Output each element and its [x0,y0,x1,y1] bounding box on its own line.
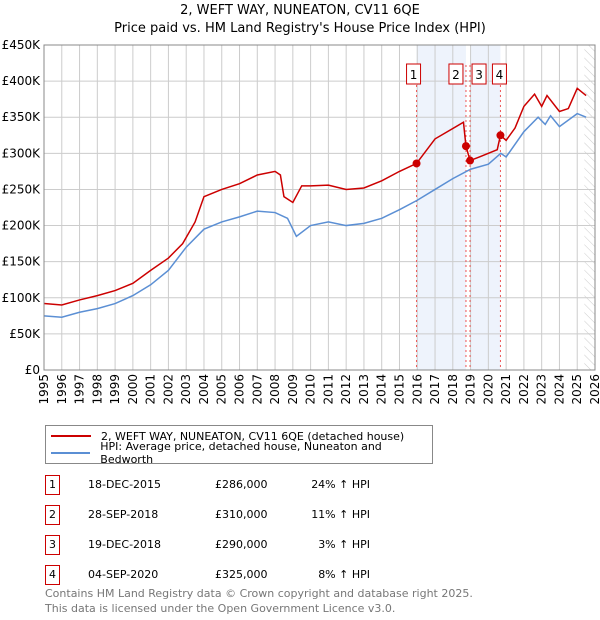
x-tick-label: 2024 [552,374,566,405]
sale-label-box [491,63,507,85]
x-tick-label: 2013 [357,374,371,405]
sale-date: 04-SEP-2020 [88,568,159,581]
x-tick-label: 2019 [464,374,478,405]
y-tick-label: £0 [25,363,40,377]
x-tick-label: 1995 [37,374,51,405]
sale-label: 3 [475,68,483,82]
legend-label: 2, WEFT WAY, NUNEATON, CV11 6QE (detache… [101,429,405,443]
x-tick-label: 2007 [250,374,264,405]
sale-label: 4 [496,68,504,82]
sale-date: 18-DEC-2015 [88,478,162,491]
x-tick-label: 2000 [126,374,140,405]
x-tick-label: 2009 [286,374,300,405]
y-tick-label: £450K [2,38,42,52]
sale-marker-box: 3 [45,535,60,555]
sale-marker-box: 2 [45,505,60,525]
x-tick-label: 2015 [392,374,406,405]
x-tick-label: 2022 [517,374,531,405]
footer-licence: This data is licensed under the Open Gov… [45,602,396,615]
sale-hpi-diff: 24% ↑ HPI [311,478,370,491]
sale-point [496,131,505,140]
x-tick-label: 2020 [481,374,495,405]
x-tick-label: 1996 [55,374,69,405]
footer-copyright: Contains HM Land Registry data © Crown c… [45,587,473,600]
x-tick-label: 2018 [446,374,460,405]
x-tick-label: 2005 [215,374,229,405]
sale-hpi-diff: 11% ↑ HPI [311,508,370,521]
series-line [44,87,587,306]
y-tick-label: £250K [2,182,42,196]
sale-marker-box: 1 [45,475,60,495]
plot-border [43,44,596,371]
sale-price: £286,000 [215,478,268,491]
sale-label: 1 [410,68,418,82]
y-tick-label: £100K [2,291,42,305]
sale-marker-box: 4 [45,565,60,585]
chart-title: 2, WEFT WAY, NUNEATON, CV11 6QE [180,3,420,18]
x-tick-label: 2003 [179,374,193,405]
sale-label: 2 [452,68,460,82]
sale-date: 19-DEC-2018 [88,538,162,551]
y-tick-label: £300K [2,146,42,160]
price-chart: 1995 1996 1997 1998 1999 2000 2001 2002 2003 2004… [2,38,600,405]
x-tick-label: 2008 [268,374,282,405]
sale-point [461,142,470,151]
sale-price: £310,000 [215,508,268,521]
sale-row: 2 28-SEP-2018 £310,000 11% ↑ HPI [45,505,445,525]
forecast-hatch [584,45,595,370]
x-tick-label: 2012 [339,374,353,405]
shaded-period [470,45,501,370]
x-tick-label: 2002 [161,374,175,405]
x-tick-label: 2010 [304,374,318,405]
sale-point [466,156,475,165]
y-tick-label: £50K [9,327,41,341]
x-tick-label: 2026 [588,374,600,405]
x-tick-label: 2021 [499,374,513,405]
x-tick-label: 2014 [375,374,389,405]
sale-point [412,159,421,168]
x-tick-label: 2017 [428,374,442,405]
legend-label: HPI: Average price, detached house, Nune… [100,440,382,466]
y-tick-label: £200K [2,219,42,233]
sale-row: 3 19-DEC-2018 £290,000 3% ↑ HPI [45,535,445,555]
sale-date: 28-SEP-2018 [88,508,159,521]
series-line [44,112,587,319]
legend: 2, WEFT WAY, NUNEATON, CV11 6QE (detache… [45,425,433,466]
sale-row: 4 04-SEP-2020 £325,000 8% ↑ HPI [45,565,445,585]
x-tick-label: 2025 [570,374,584,405]
x-tick-label: 2006 [233,374,247,405]
chart-subtitle: Price paid vs. HM Land Registry's House … [114,21,486,36]
legend-item-property: 2, WEFT WAY, NUNEATON, CV11 6QE (detache… [51,428,404,444]
sale-price: £325,000 [215,568,268,581]
y-tick-label: £350K [2,110,42,124]
shaded-period [416,45,466,370]
sale-label-box [471,63,487,85]
sale-hpi-diff: 8% ↑ HPI [318,568,370,581]
x-tick-label: 1997 [73,374,87,405]
sale-price: £290,000 [215,538,268,551]
x-tick-label: 2004 [197,374,211,405]
legend-item-hpi: HPI: Average price, detached house, Nune… [51,440,432,466]
sale-label-box [406,63,422,85]
x-tick-label: 2001 [144,374,158,405]
x-tick-label: 1999 [108,374,122,405]
sale-hpi-diff: 3% ↑ HPI [318,538,370,551]
sale-label-box [448,63,464,85]
x-tick-label: 1998 [90,374,104,405]
x-tick-label: 2016 [410,374,424,405]
x-tick-label: 2011 [321,374,335,405]
x-tick-label: 2023 [535,374,549,405]
y-tick-label: £150K [2,255,42,269]
y-tick-label: £400K [2,74,42,88]
sale-row: 1 18-DEC-2015 £286,000 24% ↑ HPI [45,475,445,495]
